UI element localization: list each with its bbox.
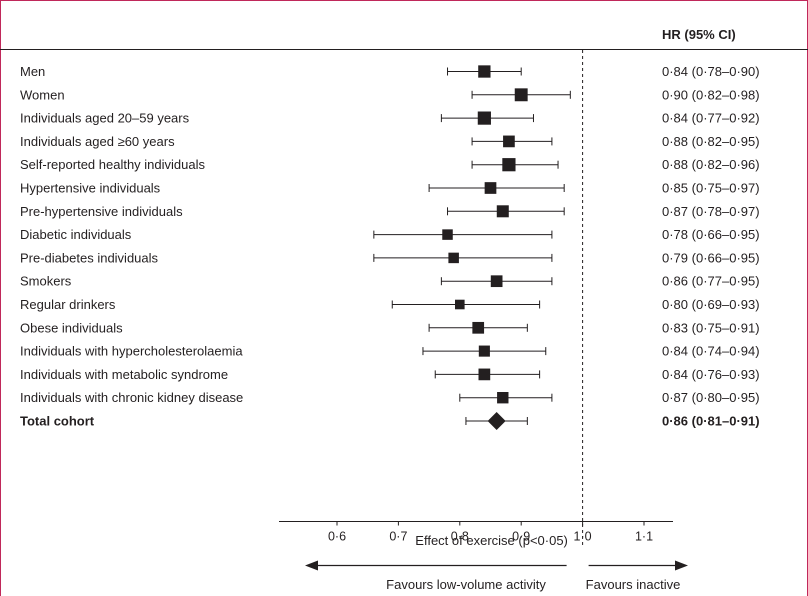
- row-label: Individuals with chronic kidney disease: [20, 390, 243, 405]
- row-label: Diabetic individuals: [20, 227, 132, 242]
- favours-low-volume-label: Favours low-volume activity: [386, 577, 546, 592]
- row-hr-ci: 0·83 (0·75–0·91): [662, 320, 760, 335]
- row-label: Hypertensive individuals: [20, 181, 161, 196]
- row-hr-ci: 0·79 (0·66–0·95): [662, 250, 760, 265]
- summary-diamond: [487, 412, 506, 430]
- x-axis-label: Effect of exercise (p<0·05): [415, 533, 568, 548]
- forest-row: Self-reported healthy individuals 0·88 (0…: [20, 157, 760, 172]
- forest-row: Individuals with metabolic syndrome 0·84 …: [20, 367, 760, 382]
- forest-row: Pre-hypertensive individuals 0·87 (0·78–0…: [20, 204, 760, 219]
- row-hr-ci: 0·84 (0·76–0·93): [662, 367, 760, 382]
- arrow-right-head: [675, 560, 688, 571]
- hr-point-square: [442, 229, 453, 240]
- forest-row: Individuals aged ≥60 years 0·88 (0·82–0·9…: [20, 134, 760, 149]
- forest-row: Individuals with chronic kidney disease 0…: [20, 390, 760, 405]
- x-tick-label: 0·9: [512, 530, 530, 544]
- row-hr-ci: 0·84 (0·77–0·92): [662, 111, 760, 126]
- hr-point-square: [503, 135, 515, 148]
- forest-row: Smokers 0·86 (0·77–0·95): [20, 274, 760, 289]
- x-tick-label: 1·0: [574, 530, 592, 544]
- hr-point-square: [472, 321, 485, 334]
- forest-row: Hypertensive individuals 0·85 (0·75–0·97): [20, 181, 760, 196]
- row-hr-ci: 0·88 (0·82–0·96): [662, 157, 760, 172]
- forest-row: Obese individuals 0·83 (0·75–0·91): [20, 320, 760, 335]
- hr-point-square: [484, 182, 497, 194]
- hr-point-square: [502, 158, 516, 172]
- row-hr-ci: 0·86 (0·77–0·95): [662, 274, 760, 289]
- hr-point-square: [514, 88, 528, 102]
- forest-row: Individuals aged 20–59 years 0·84 (0·77–0…: [20, 111, 760, 126]
- row-hr-ci: 0·87 (0·78–0·97): [662, 204, 760, 219]
- hr-point-square: [497, 392, 509, 404]
- x-tick-label: 0·6: [328, 530, 346, 544]
- hr-point-square: [478, 368, 491, 381]
- forest-row: Regular drinkers 0·80 (0·69–0·93): [20, 297, 760, 312]
- forest-row: Men 0·84 (0·78–0·90): [20, 64, 760, 79]
- forest-row: Total cohort 0·86 (0·81–0·91): [20, 412, 760, 430]
- x-axis: 0·6 0·7 0·8 0·9 1·0 1·1: [279, 521, 673, 544]
- row-hr-ci: 0·88 (0·82–0·95): [662, 134, 760, 149]
- x-tick-label: 0·8: [451, 530, 469, 544]
- forest-row: Women 0·90 (0·82–0·98): [20, 87, 760, 102]
- x-tick-label: 1·1: [635, 530, 653, 544]
- forest-row: Pre-diabetes individuals 0·79 (0·66–0·95): [20, 250, 760, 265]
- direction-arrows: [305, 560, 688, 571]
- row-label: Pre-diabetes individuals: [20, 250, 159, 265]
- hr-point-square: [478, 65, 491, 78]
- hr-point-square: [448, 252, 459, 264]
- favours-inactive-label: Favours inactive: [586, 577, 681, 592]
- hr-point-square: [455, 299, 465, 310]
- row-label: Individuals aged ≥60 years: [20, 134, 175, 149]
- row-label: Individuals with metabolic syndrome: [20, 367, 228, 382]
- hr-point-square: [490, 275, 503, 288]
- row-hr-ci: 0·78 (0·66–0·95): [662, 227, 760, 242]
- forest-row: Diabetic individuals 0·78 (0·66–0·95): [20, 227, 760, 242]
- arrow-left-head: [305, 560, 318, 571]
- hr-column-header: HR (95% CI): [662, 27, 736, 42]
- x-tick-label: 0·7: [389, 530, 407, 544]
- hr-point-square: [496, 205, 509, 218]
- row-hr-ci: 0·86 (0·81–0·91): [662, 414, 760, 429]
- row-label: Men: [20, 64, 45, 79]
- row-hr-ci: 0·85 (0·75–0·97): [662, 181, 760, 196]
- hr-point-square: [478, 345, 490, 357]
- row-hr-ci: 0·87 (0·80–0·95): [662, 390, 760, 405]
- row-label: Obese individuals: [20, 320, 123, 335]
- row-label: Self-reported healthy individuals: [20, 157, 205, 172]
- row-hr-ci: 0·84 (0·74–0·94): [662, 344, 760, 359]
- row-label: Pre-hypertensive individuals: [20, 204, 183, 219]
- row-label: Total cohort: [20, 414, 95, 429]
- row-label: Women: [20, 87, 65, 102]
- row-hr-ci: 0·90 (0·82–0·98): [662, 87, 760, 102]
- row-label: Regular drinkers: [20, 297, 116, 312]
- row-label: Individuals aged 20–59 years: [20, 111, 190, 126]
- row-label: Smokers: [20, 274, 72, 289]
- row-hr-ci: 0·80 (0·69–0·93): [662, 297, 760, 312]
- row-hr-ci: 0·84 (0·78–0·90): [662, 64, 760, 79]
- hr-point-square: [477, 111, 491, 125]
- forest-rows: Men 0·84 (0·78–0·90) Women 0·90 (0·82–0·98)…: [20, 64, 760, 430]
- row-label: Individuals with hypercholesterolaemia: [20, 344, 243, 359]
- forest-row: Individuals with hypercholesterolaemia 0·…: [20, 344, 760, 359]
